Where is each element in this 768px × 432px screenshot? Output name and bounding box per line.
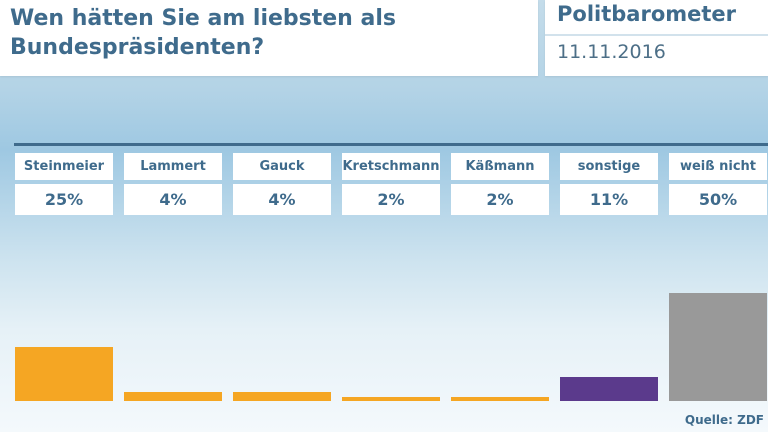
category-label: Käßmann: [451, 153, 549, 180]
value-label: 2%: [342, 184, 440, 215]
category-label: Steinmeier: [15, 153, 113, 180]
title-panel: Wen hätten Sie am liebsten als Bundesprä…: [0, 0, 538, 76]
source-note: Quelle: ZDF: [684, 413, 764, 427]
page-title: Wen hätten Sie am liebsten als Bundesprä…: [10, 6, 396, 60]
value-label: 4%: [124, 184, 222, 215]
category-box: Lammert 4%: [124, 153, 222, 215]
category-box: Käßmann 2%: [451, 153, 549, 215]
chart-top-rule: [14, 143, 768, 146]
category-box: Kretschmann 2%: [342, 153, 440, 215]
value-label: 25%: [15, 184, 113, 215]
category-box: weiß nicht 50%: [669, 153, 767, 215]
brand-panel: Politbarometer 11.11.2016: [545, 0, 768, 76]
header-divider: [545, 34, 768, 36]
bar: [451, 397, 549, 401]
bar: [233, 392, 331, 401]
category-label: Lammert: [124, 153, 222, 180]
category-label: sonstige: [560, 153, 658, 180]
bar: [124, 392, 222, 401]
category-box: sonstige 11%: [560, 153, 658, 215]
brand-title: Politbarometer: [557, 2, 737, 26]
bar: [669, 293, 767, 401]
category-box: Gauck 4%: [233, 153, 331, 215]
survey-date: 11.11.2016: [557, 41, 666, 63]
category-label: weiß nicht: [669, 153, 767, 180]
value-label: 4%: [233, 184, 331, 215]
bar: [560, 377, 658, 401]
value-label: 2%: [451, 184, 549, 215]
category-label: Kretschmann: [342, 153, 440, 180]
category-box: Steinmeier 25%: [15, 153, 113, 215]
value-label: 50%: [669, 184, 767, 215]
bar: [342, 397, 440, 401]
category-label: Gauck: [233, 153, 331, 180]
value-label: 11%: [560, 184, 658, 215]
bar: [15, 347, 113, 401]
